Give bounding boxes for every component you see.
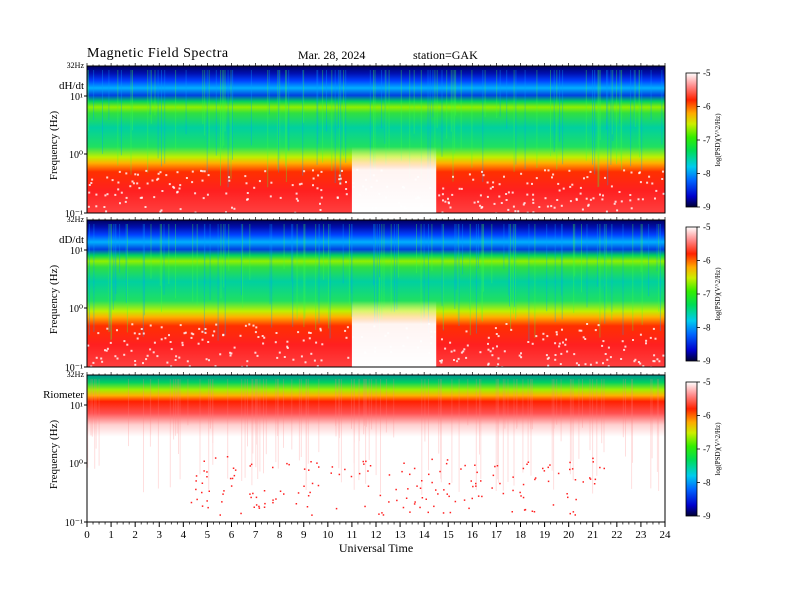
xtick-label: 8	[277, 529, 283, 541]
xtick-label: 10	[322, 529, 334, 541]
date-label: Mar. 28, 2024	[298, 48, 366, 62]
panel-label: dD/dt	[59, 234, 84, 246]
top-freq-label: 32Hz	[67, 61, 85, 70]
colorbar-tick: -8	[703, 478, 711, 488]
xtick-label: 23	[635, 529, 647, 541]
colorbar-tick: -6	[703, 256, 711, 266]
enhancement-region	[351, 300, 437, 367]
ytick-label: 10⁻¹	[65, 209, 83, 220]
y-axis-label: Frequency (Hz)	[48, 265, 60, 335]
colorbar-tick: -5	[703, 68, 711, 78]
xtick-label: 17	[491, 529, 503, 541]
spectrogram-texture	[87, 70, 663, 188]
xtick-label: 6	[229, 529, 235, 541]
ytick-label: 10¹	[70, 92, 83, 103]
colorbar-tick: -7	[703, 444, 711, 454]
colorbar-label: log(PSD)(V^2/Hz)	[714, 422, 722, 476]
xtick-label: 4	[181, 529, 187, 541]
colorbar-3: -5 -6 -7 -8 -9 log(PSD)(V^2/Hz)	[685, 377, 722, 521]
spectrogram-texture	[87, 379, 660, 495]
top-freq-label: 32Hz	[67, 215, 85, 224]
ytick-label: 10⁻¹	[65, 363, 83, 374]
xtick-label: 15	[443, 529, 455, 541]
colorbar-tick: -5	[703, 222, 711, 232]
top-tick-strip	[86, 217, 666, 220]
xtick-label: 3	[157, 529, 163, 541]
colorbar-tick: -7	[703, 135, 711, 145]
colorbar-tick: -6	[703, 102, 711, 112]
colorbar-label: log(PSD)(V^2/Hz)	[714, 267, 722, 321]
colorbar-tick: -5	[703, 377, 711, 387]
ytick-label: 10⁰	[69, 459, 83, 470]
xtick-label: 22	[611, 529, 622, 541]
xtick-label: 19	[539, 529, 551, 541]
ytick-label: 10⁻¹	[65, 518, 83, 529]
colorbar-tick: -8	[703, 323, 711, 333]
xtick-label: 0	[84, 529, 90, 541]
colorbar-tick: -7	[703, 289, 711, 299]
spectrogram-texture	[88, 224, 661, 341]
ytick-label: 10⁰	[69, 150, 83, 161]
panel-label: Riometer	[43, 389, 84, 401]
xtick-label: 5	[205, 529, 211, 541]
top-tick-strip	[86, 63, 666, 66]
xtick-label: 11	[347, 529, 358, 541]
xtick-label: 20	[563, 529, 575, 541]
xtick-label: 12	[371, 529, 382, 541]
xtick-label: 24	[660, 529, 672, 541]
colorbar-label: log(PSD)(V^2/Hz)	[714, 113, 722, 167]
spectrogram-3	[87, 375, 665, 522]
xtick-label: 9	[301, 529, 307, 541]
title: Magnetic Field Spectra	[87, 46, 229, 61]
xtick-label: 18	[515, 529, 527, 541]
enhancement-region	[351, 146, 437, 213]
colorbar-tick: -9	[703, 202, 711, 212]
xtick-label: 14	[419, 529, 431, 541]
station-label: station=GAK	[413, 48, 478, 62]
xtick-label: 7	[253, 529, 259, 541]
colorbar-tick: -9	[703, 511, 711, 521]
xtick-label: 2	[132, 529, 138, 541]
x-axis-label: Universal Time	[339, 541, 413, 555]
xtick-label: 13	[395, 529, 407, 541]
colorbar-tick: -8	[703, 169, 711, 179]
colorbar-tick: -9	[703, 356, 711, 366]
top-tick-strip	[86, 372, 666, 375]
ytick-label: 10¹	[70, 246, 83, 257]
y-axis-label: Frequency (Hz)	[48, 420, 60, 490]
top-freq-label: 32Hz	[67, 370, 85, 379]
ytick-label: 10⁰	[69, 304, 83, 315]
xtick-label: 21	[587, 529, 598, 541]
colorbar-tick: -6	[703, 411, 711, 421]
colorbar-1: -5 -6 -7 -8 -9 log(PSD)(V^2/Hz)	[685, 68, 722, 212]
xtick-label: 1	[108, 529, 114, 541]
xtick-label: 16	[467, 529, 479, 541]
panel-3: 10¹ 10⁰ 10⁻¹ 32Hz Riometer Frequency (Hz) -5 -6…	[43, 370, 722, 529]
colorbar-2: -5 -6 -7 -8 -9 log(PSD)(V^2/Hz)	[685, 222, 722, 366]
y-axis-label: Frequency (Hz)	[48, 111, 60, 181]
riometer-dots	[190, 456, 605, 516]
panel-label: dH/dt	[59, 80, 84, 92]
ytick-label: 10¹	[70, 401, 83, 412]
